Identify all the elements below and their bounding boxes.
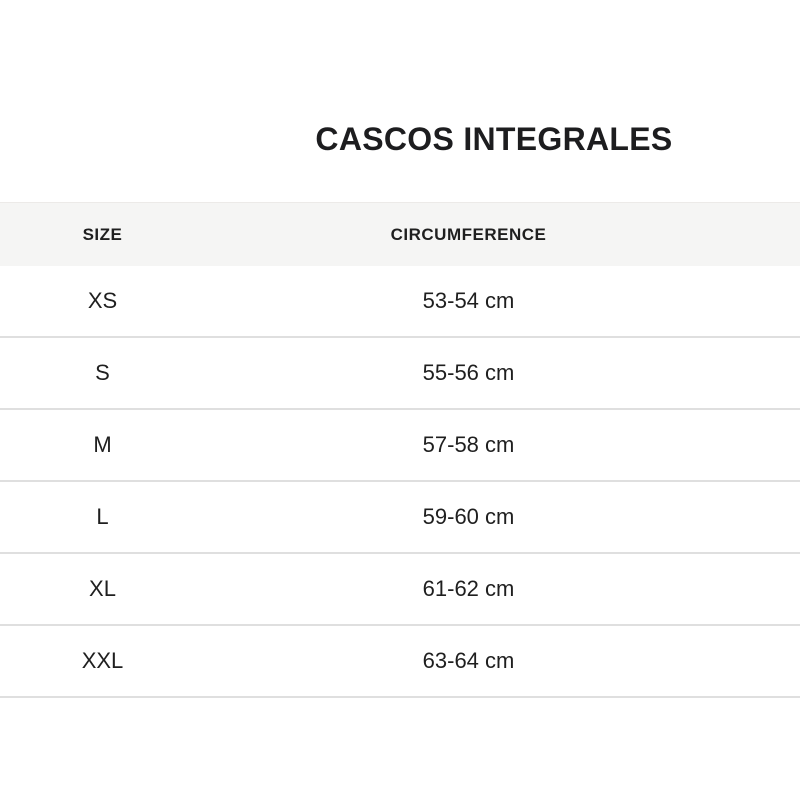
page-title: CASCOS INTEGRALES: [315, 121, 673, 157]
table-row: L 59-60 cm: [0, 482, 800, 554]
circumference-cell: 63-64 cm: [422, 648, 515, 673]
table-header-row: SIZE CIRCUMFERENCE: [0, 202, 800, 266]
size-cell: S: [95, 360, 110, 385]
circumference-cell: 57-58 cm: [422, 432, 515, 457]
circumference-cell: 53-54 cm: [422, 288, 515, 313]
size-chart-table: SIZE CIRCUMFERENCE XS 53-54 cm S 55-56 c…: [0, 202, 800, 698]
table-row: XXL 63-64 cm: [0, 626, 800, 698]
column-header-size: SIZE: [82, 224, 123, 244]
table-row: M 57-58 cm: [0, 410, 800, 482]
size-cell: M: [93, 432, 112, 457]
table-body: XS 53-54 cm S 55-56 cm M 57-58 cm L 59-6…: [0, 266, 800, 698]
circumference-cell: 61-62 cm: [422, 576, 515, 601]
circumference-cell: 59-60 cm: [422, 504, 515, 529]
size-cell: XXL: [81, 648, 124, 673]
size-cell: XS: [87, 288, 118, 313]
table-row: XS 53-54 cm: [0, 266, 800, 338]
circumference-cell: 55-56 cm: [422, 360, 515, 385]
size-cell: XL: [89, 576, 116, 601]
table-row: XL 61-62 cm: [0, 554, 800, 626]
table-row: S 55-56 cm: [0, 338, 800, 410]
column-header-circumference: CIRCUMFERENCE: [390, 224, 547, 244]
size-cell: L: [96, 504, 109, 529]
